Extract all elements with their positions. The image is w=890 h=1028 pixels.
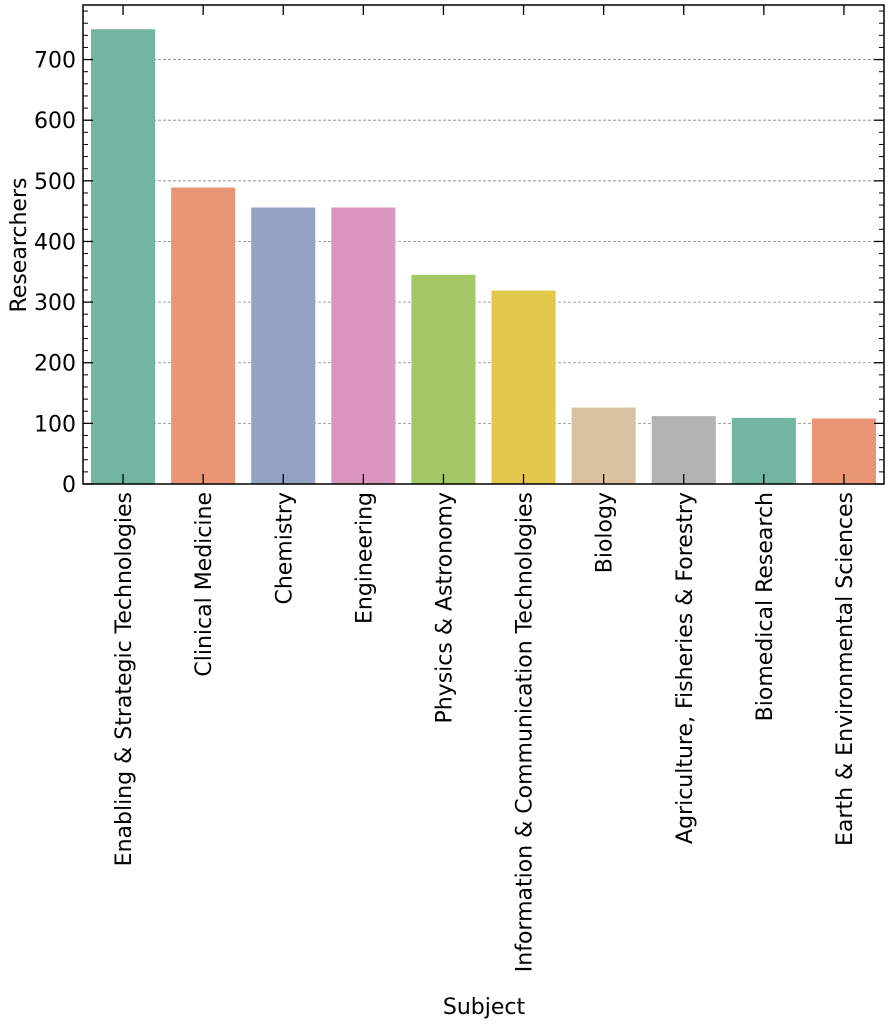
bar bbox=[571, 407, 636, 484]
bar bbox=[91, 29, 156, 484]
bar bbox=[171, 187, 236, 484]
x-tick-label: Chemistry bbox=[272, 492, 297, 605]
y-tick-label: 500 bbox=[34, 170, 76, 195]
x-tick-label: Earth & Environmental Sciences bbox=[833, 492, 858, 846]
plot-frame bbox=[82, 4, 885, 485]
bar bbox=[651, 416, 716, 484]
y-tick-label: 700 bbox=[34, 49, 76, 74]
bar bbox=[811, 418, 876, 484]
x-tick-label: Agriculture, Fisheries & Forestry bbox=[673, 492, 698, 844]
y-tick-label: 100 bbox=[34, 412, 76, 437]
x-tick-label: Engineering bbox=[352, 492, 377, 624]
grid-lines bbox=[83, 59, 884, 424]
x-tick-label: Clinical Medicine bbox=[192, 492, 217, 677]
x-tick-label: Enabling & Strategic Technologies bbox=[112, 492, 137, 866]
y-tick-label: 300 bbox=[34, 291, 76, 316]
x-tick-label: Physics & Astronomy bbox=[432, 492, 457, 724]
bar bbox=[731, 417, 796, 484]
bar bbox=[331, 207, 396, 485]
bar bbox=[411, 274, 476, 484]
y-tick-label: 200 bbox=[34, 352, 76, 377]
x-axis-label: Subject bbox=[443, 995, 526, 1020]
bars bbox=[91, 29, 876, 485]
x-tick-label: Information & Communication Technologies bbox=[513, 492, 538, 972]
y-tick-label: 0 bbox=[62, 473, 76, 498]
x-tick-label: Biology bbox=[593, 492, 618, 573]
bar bbox=[491, 290, 556, 484]
y-axis-label: Researchers bbox=[7, 178, 32, 313]
y-tick-label: 400 bbox=[34, 230, 76, 255]
bar bbox=[251, 207, 316, 485]
axis-ticks: 0 100 200 300 400 500 600 700 Enabling & Strateg… bbox=[34, 5, 884, 972]
x-tick-label: Biomedical Research bbox=[753, 492, 778, 721]
y-tick-label: 600 bbox=[34, 109, 76, 134]
